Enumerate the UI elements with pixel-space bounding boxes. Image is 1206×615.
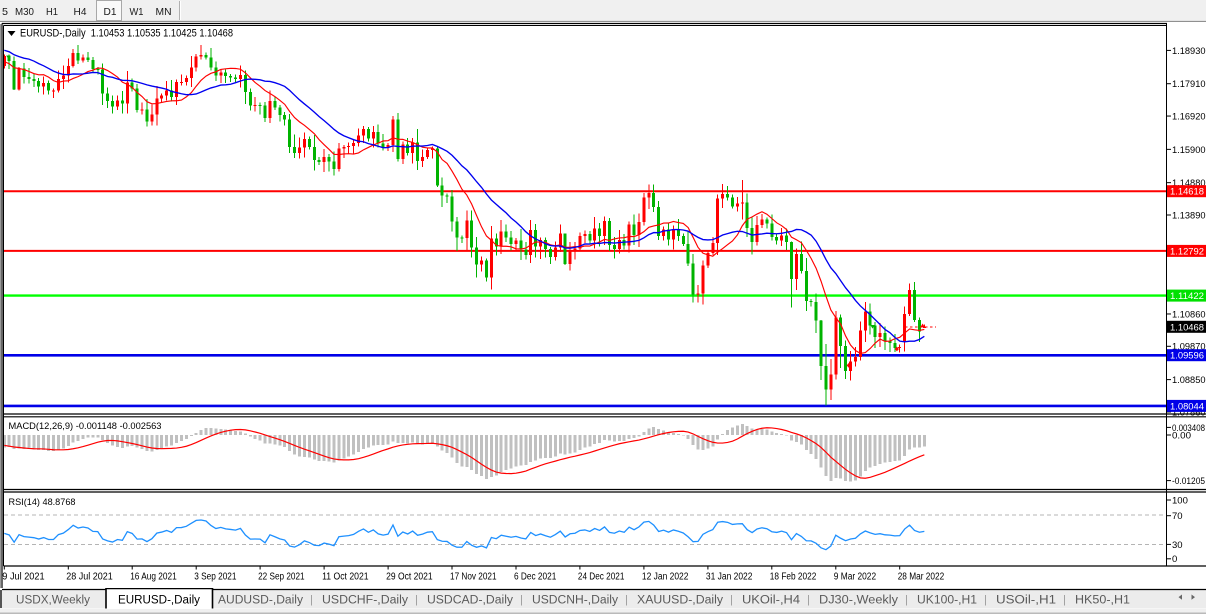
svg-text:0: 0	[1172, 554, 1177, 565]
svg-text:30: 30	[1172, 540, 1183, 551]
svg-text:1.13890: 1.13890	[1172, 210, 1206, 221]
svg-text:28 Jul 2021: 28 Jul 2021	[66, 572, 113, 583]
svg-text:12 Jan 2022: 12 Jan 2022	[642, 572, 689, 583]
svg-text:RSI(14) 48.8768: RSI(14) 48.8768	[9, 497, 76, 508]
svg-text:EURUSD-,Daily 1.10453 1.10535: EURUSD-,Daily 1.10453 1.10535 1.10425 1.…	[20, 28, 233, 40]
svg-text:11 Oct 2021: 11 Oct 2021	[322, 572, 369, 583]
svg-text:9 Jul 2021: 9 Jul 2021	[2, 572, 44, 583]
svg-text:1.14618: 1.14618	[1170, 187, 1204, 198]
svg-text:1.08850: 1.08850	[1172, 375, 1206, 386]
svg-text:EURUSD-,Daily: EURUSD-,Daily	[118, 595, 200, 607]
svg-text:|: |	[310, 594, 313, 606]
svg-text:31 Jan 2022: 31 Jan 2022	[706, 572, 753, 583]
svg-text:M30: M30	[15, 6, 34, 18]
svg-text:0.003408: 0.003408	[1172, 423, 1205, 434]
svg-text:-0.01205: -0.01205	[1172, 476, 1205, 487]
svg-text:28 Mar 2022: 28 Mar 2022	[898, 572, 945, 583]
svg-text:DJ30-,Weekly: DJ30-,Weekly	[819, 595, 898, 607]
svg-text:USDCNH-,Daily: USDCNH-,Daily	[532, 595, 618, 607]
svg-text:1.11422: 1.11422	[1170, 291, 1204, 302]
svg-text:AUDUSD-,Daily: AUDUSD-,Daily	[218, 595, 303, 607]
svg-text:9 Mar 2022: 9 Mar 2022	[834, 572, 876, 583]
svg-text:5: 5	[2, 6, 8, 18]
svg-text:3 Sep 2021: 3 Sep 2021	[194, 572, 236, 583]
svg-text:1.10860: 1.10860	[1172, 309, 1206, 320]
svg-text:1.18930: 1.18930	[1172, 46, 1206, 57]
svg-text:|: |	[1063, 594, 1066, 606]
svg-text:HK50-,H1: HK50-,H1	[1075, 595, 1130, 607]
svg-text:1.15900: 1.15900	[1172, 145, 1206, 156]
svg-text:1.09596: 1.09596	[1170, 351, 1204, 362]
svg-text:70: 70	[1172, 511, 1183, 522]
svg-text:18 Feb 2022: 18 Feb 2022	[770, 572, 817, 583]
svg-text:USDCHF-,Daily: USDCHF-,Daily	[322, 595, 408, 607]
svg-text:100: 100	[1172, 495, 1188, 506]
svg-text:|: |	[415, 594, 418, 606]
svg-text:|: |	[730, 594, 733, 606]
svg-text:|: |	[984, 594, 987, 606]
svg-text:|: |	[905, 594, 908, 606]
svg-text:D1: D1	[104, 6, 117, 18]
svg-text:USOil-,H1: USOil-,H1	[996, 595, 1056, 607]
svg-text:USDCAD-,Daily: USDCAD-,Daily	[427, 595, 513, 607]
svg-text:1.10468: 1.10468	[1170, 322, 1204, 333]
svg-text:1.17910: 1.17910	[1172, 79, 1206, 90]
svg-text:1.07860: 1.07860	[1172, 407, 1206, 418]
svg-text:1.16920: 1.16920	[1172, 111, 1206, 122]
svg-text:UK100-,H1: UK100-,H1	[917, 595, 977, 607]
svg-text:H4: H4	[74, 6, 87, 18]
svg-text:USDX,Weekly: USDX,Weekly	[16, 595, 90, 607]
svg-text:MACD(12,26,9) -0.001148 -0.002: MACD(12,26,9) -0.001148 -0.002563	[9, 421, 162, 432]
svg-text:6 Dec 2021: 6 Dec 2021	[514, 572, 556, 583]
svg-text:MN: MN	[156, 6, 172, 18]
svg-text:16 Aug 2021: 16 Aug 2021	[130, 572, 177, 583]
svg-text:24 Dec 2021: 24 Dec 2021	[578, 572, 625, 583]
svg-text:H1: H1	[46, 6, 58, 18]
svg-text:22 Sep 2021: 22 Sep 2021	[258, 572, 305, 583]
svg-text:0.00: 0.00	[1172, 430, 1191, 441]
svg-text:1.12792: 1.12792	[1170, 246, 1204, 257]
svg-text:1.14880: 1.14880	[1172, 178, 1206, 189]
svg-text:W1: W1	[130, 6, 144, 18]
svg-text:17 Nov 2021: 17 Nov 2021	[450, 572, 497, 583]
svg-text:|: |	[625, 594, 628, 606]
svg-text:XAUUSD-,Daily: XAUUSD-,Daily	[637, 595, 723, 607]
svg-text:29 Oct 2021: 29 Oct 2021	[386, 572, 433, 583]
svg-text:|: |	[807, 594, 810, 606]
svg-text:|: |	[520, 594, 523, 606]
svg-text:1.09870: 1.09870	[1172, 342, 1206, 353]
svg-text:1.08044: 1.08044	[1170, 401, 1204, 412]
svg-text:UKOil-,H4: UKOil-,H4	[742, 595, 801, 607]
